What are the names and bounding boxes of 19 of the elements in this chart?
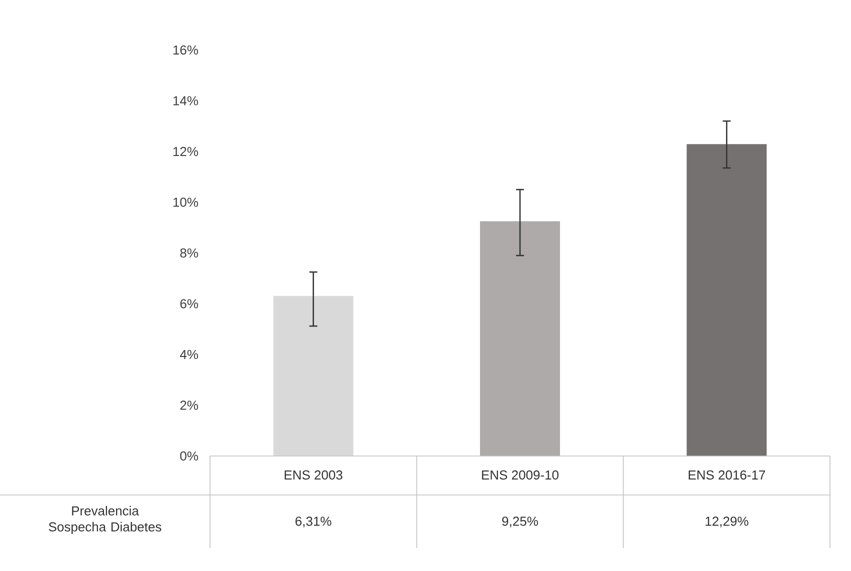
y-tick-label: 2% — [180, 400, 198, 410]
x-tick-label: ENS 2016-17 — [688, 470, 766, 480]
y-tick-label: 16% — [173, 45, 198, 55]
bar — [686, 144, 767, 456]
y-tick-label: 4% — [180, 350, 198, 360]
x-tick-label: ENS 2003 — [284, 470, 342, 480]
x-tick-label: ENS 2009-10 — [482, 470, 559, 480]
y-tick-label: 0% — [180, 451, 198, 461]
y-tick-label: 14% — [173, 96, 198, 106]
y-tick-label: 12% — [173, 146, 198, 156]
y-tick-label: 6% — [180, 299, 198, 308]
y-tick-label: 8% — [180, 248, 198, 258]
y-tick-label: 10% — [173, 198, 198, 207]
data-label: 6,31% — [296, 516, 332, 528]
bar — [480, 221, 560, 456]
text: Prevalencia Sospecha Diabetes — [48, 506, 162, 534]
data-label: 12,29% — [706, 516, 748, 528]
bar — [273, 296, 354, 456]
data-label: 9,25% — [502, 516, 538, 528]
